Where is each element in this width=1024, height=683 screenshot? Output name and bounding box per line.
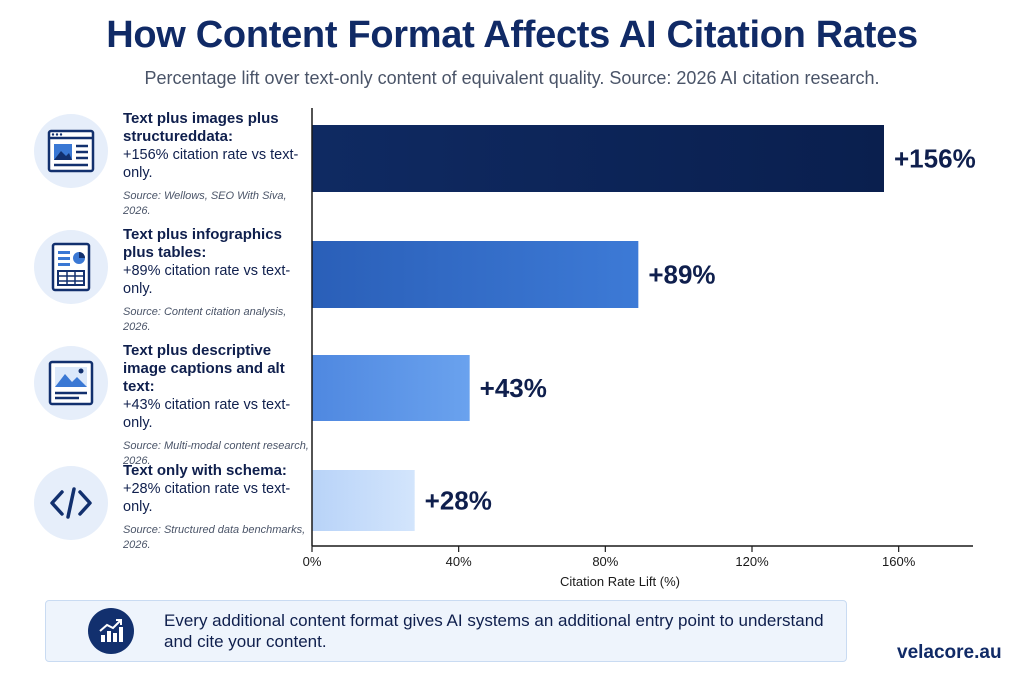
bar-value-label-0: +156%: [894, 144, 976, 174]
bar-1: [312, 241, 639, 308]
brand-domain: velacore.au: [897, 642, 1002, 663]
callout-text: Every additional content format gives AI…: [164, 611, 824, 651]
row-source: Source: Content citation analysis, 2026.: [123, 306, 287, 333]
row-heading: Text plus descriptive image captions and…: [123, 342, 285, 395]
row-heading: Text plus images plus structureddata:: [123, 110, 279, 145]
row-stat: +28% citation rate vs text-only.: [123, 481, 291, 515]
trending-up-chart-icon: [88, 608, 134, 654]
bar-value-label-3: +28%: [425, 486, 492, 516]
row-source: Source: Structured data benchmarks, 2026…: [123, 524, 306, 551]
row-heading: Text plus infographics plus tables:: [123, 226, 282, 261]
row-stat: +43% citation rate vs text-only.: [123, 397, 291, 431]
row-heading: Text only with schema:: [123, 462, 287, 479]
x-tick-label-0: 0%: [303, 554, 322, 569]
chart-subtitle: Percentage lift over text-only content o…: [144, 68, 880, 88]
row-stat: +89% citation rate vs text-only.: [123, 263, 291, 297]
row-source: Source: Wellows, SEO With Siva, 2026.: [123, 190, 287, 217]
code-brackets-icon: [34, 466, 108, 540]
bar-3: [312, 470, 415, 531]
row-source: Source: Multi-modal content research, 20…: [123, 440, 309, 467]
x-tick-label-4: 160%: [882, 554, 916, 569]
bar-0: [312, 125, 884, 192]
callout-banner: Every additional content format gives AI…: [45, 600, 847, 662]
x-tick-label-1: 40%: [446, 554, 472, 569]
bar-2: [312, 355, 470, 421]
bar-value-label-1: +89%: [648, 260, 715, 290]
bar-value-label-2: +43%: [480, 373, 547, 403]
chart-title: How Content Format Affects AI Citation R…: [106, 14, 918, 56]
x-axis-label: Citation Rate Lift (%): [560, 574, 680, 589]
webpage-layout-icon: [34, 114, 108, 188]
x-tick-label-3: 120%: [735, 554, 769, 569]
infographic-table-icon: [34, 230, 108, 304]
bar-chart: +156% +89% +43% +28% 0% 40% 80% 120% 160% Citati…: [303, 108, 976, 589]
row-stat: +156% citation rate vs text-only.: [123, 147, 299, 181]
x-tick-label-2: 80%: [592, 554, 618, 569]
image-caption-icon: [34, 346, 108, 420]
